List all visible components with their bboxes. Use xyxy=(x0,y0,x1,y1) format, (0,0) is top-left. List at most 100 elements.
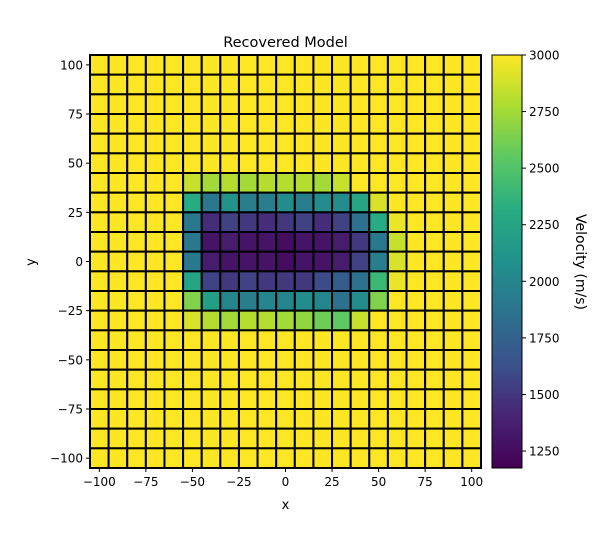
heatmap-cell xyxy=(312,329,334,351)
heatmap-cell xyxy=(256,408,278,430)
heatmap-cell xyxy=(368,93,389,116)
heatmap-cell xyxy=(219,270,240,292)
heatmap-cell xyxy=(219,309,240,332)
heatmap-cell xyxy=(107,231,129,253)
heatmap-cell xyxy=(405,172,427,194)
heatmap-cell xyxy=(331,211,352,234)
heatmap-cell xyxy=(126,152,147,175)
heatmap-cell xyxy=(293,132,315,155)
heatmap-cell xyxy=(424,309,445,332)
heatmap-cell xyxy=(219,231,240,253)
heatmap-cell xyxy=(237,172,259,194)
heatmap-cell xyxy=(219,250,240,273)
heatmap-cell xyxy=(256,132,278,155)
y-tick-label: −100 xyxy=(50,452,83,466)
heatmap-cell xyxy=(237,270,259,292)
heatmap-cell xyxy=(461,447,483,469)
heatmap-cell xyxy=(256,191,278,214)
heatmap-cell xyxy=(237,152,259,175)
heatmap-cell xyxy=(349,211,371,234)
heatmap-cell xyxy=(386,73,408,96)
heatmap-cell xyxy=(442,54,464,76)
heatmap-cell xyxy=(237,132,259,155)
heatmap-cell xyxy=(200,270,222,292)
heatmap-cell xyxy=(107,132,129,155)
heatmap-cell xyxy=(275,309,296,332)
heatmap-cell xyxy=(200,290,222,312)
heatmap-cell xyxy=(144,309,166,332)
heatmap-cell xyxy=(461,368,483,391)
heatmap-cell xyxy=(461,270,483,292)
heatmap-cell xyxy=(386,191,408,214)
heatmap-cell xyxy=(163,54,185,76)
colorbar-tick-label: 2500 xyxy=(529,162,560,176)
heatmap-cell xyxy=(349,191,371,214)
heatmap-cell xyxy=(219,54,240,76)
heatmap-cell xyxy=(89,172,110,194)
y-tick-label: 75 xyxy=(68,108,83,122)
heatmap-cell xyxy=(89,329,110,351)
heatmap-cell xyxy=(144,152,166,175)
heatmap-cell xyxy=(442,250,464,273)
heatmap-cell xyxy=(461,211,483,234)
heatmap-cell xyxy=(405,211,427,234)
heatmap-cell xyxy=(293,54,315,76)
heatmap-cell xyxy=(126,309,147,332)
heatmap-cell xyxy=(89,152,110,175)
heatmap-cell xyxy=(163,270,185,292)
heatmap-cell xyxy=(182,329,203,351)
heatmap-cell xyxy=(163,447,185,469)
heatmap-cell xyxy=(182,113,203,135)
heatmap-cell xyxy=(442,231,464,253)
heatmap-cell xyxy=(442,447,464,469)
heatmap-cell xyxy=(293,172,315,194)
heatmap-cell xyxy=(368,73,389,96)
x-tick-label: 25 xyxy=(324,475,339,489)
heatmap-cell xyxy=(442,388,464,410)
heatmap-cell xyxy=(182,191,203,214)
heatmap-cell xyxy=(368,231,389,253)
heatmap-cell xyxy=(182,447,203,469)
heatmap-cell xyxy=(405,309,427,332)
heatmap-cell xyxy=(349,73,371,96)
heatmap-cell xyxy=(237,447,259,469)
heatmap-cell xyxy=(107,408,129,430)
heatmap-cell xyxy=(331,172,352,194)
heatmap-cell xyxy=(424,152,445,175)
heatmap-cell xyxy=(89,427,110,450)
heatmap-cell xyxy=(126,191,147,214)
heatmap-cell xyxy=(461,329,483,351)
heatmap-cell xyxy=(442,408,464,430)
heatmap-cell xyxy=(200,408,222,430)
heatmap-cell xyxy=(405,447,427,469)
heatmap-cell xyxy=(237,54,259,76)
heatmap-cell xyxy=(442,368,464,391)
heatmap-cell xyxy=(275,349,296,371)
heatmap-cell xyxy=(163,309,185,332)
heatmap-cell xyxy=(182,290,203,312)
heatmap-cell xyxy=(200,447,222,469)
heatmap-cell xyxy=(331,73,352,96)
x-axis: −100 −75 −50 −25 0 25 50 75 100 xyxy=(83,468,483,489)
heatmap-cell xyxy=(144,270,166,292)
heatmap-cell xyxy=(275,191,296,214)
heatmap-cell xyxy=(200,250,222,273)
heatmap-cell xyxy=(107,93,129,116)
heatmap-cell xyxy=(89,388,110,410)
heatmap-cell xyxy=(461,427,483,450)
heatmap-cell xyxy=(405,250,427,273)
heatmap-cell xyxy=(107,250,129,273)
heatmap-cell xyxy=(349,231,371,253)
heatmap-cell xyxy=(237,113,259,135)
colorbar-tick-label: 2750 xyxy=(529,105,560,119)
heatmap-cell xyxy=(405,152,427,175)
heatmap-cell xyxy=(107,113,129,135)
heatmap-cell xyxy=(442,270,464,292)
heatmap-cell xyxy=(312,191,334,214)
heatmap-cell xyxy=(144,290,166,312)
heatmap-cell xyxy=(461,191,483,214)
colorbar-tick-label: 2250 xyxy=(529,218,560,232)
heatmap-cell xyxy=(237,388,259,410)
heatmap-cell xyxy=(424,191,445,214)
